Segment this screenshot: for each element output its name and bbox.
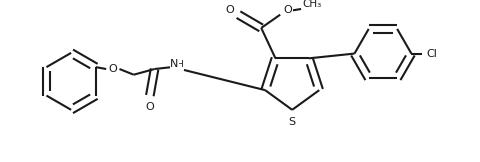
Text: O: O [283,5,292,15]
Text: N: N [170,59,179,69]
Text: O: O [226,5,234,15]
Text: O: O [145,102,154,112]
Text: S: S [288,117,296,127]
Text: H: H [176,60,182,69]
Text: CH₃: CH₃ [303,0,322,9]
Text: Cl: Cl [427,49,438,59]
Text: O: O [108,64,117,74]
